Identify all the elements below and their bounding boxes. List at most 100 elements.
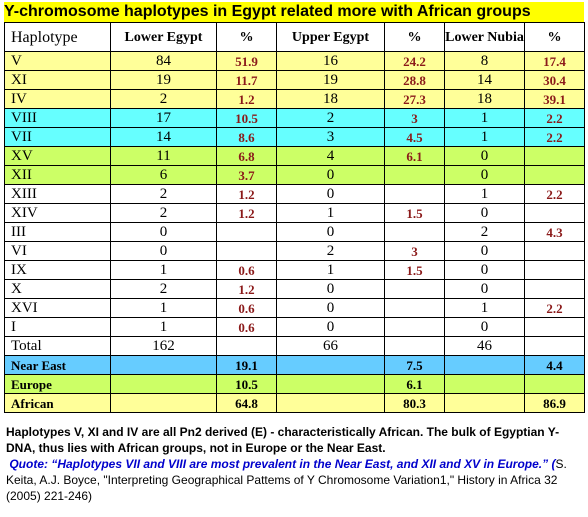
- lower-egypt-count: 2: [110, 184, 217, 204]
- upper-egypt-count: 0: [276, 279, 385, 299]
- lower-egypt-count: 14: [110, 127, 217, 147]
- upper-egypt-count: 4: [276, 146, 385, 166]
- lower-nubia-percent: 30.4: [524, 70, 585, 90]
- upper-egypt-percent: 1.5: [384, 203, 445, 223]
- table-row: III 0 0 2 4.3: [4, 222, 585, 242]
- haplotype-cell: Total: [4, 336, 111, 356]
- lower-nubia-count: 0: [444, 165, 525, 185]
- upper-egypt-count: 66: [276, 336, 385, 356]
- lower-nubia-count: 0: [444, 279, 525, 299]
- lower-egypt-percent: [216, 241, 277, 261]
- lower-egypt-percent: 1.2: [216, 89, 277, 109]
- lower-egypt-count: 17: [110, 108, 217, 128]
- upper-egypt-percent: [384, 165, 445, 185]
- lower-nubia-percent: 4.3: [524, 222, 585, 242]
- upper-egypt-percent: [384, 279, 445, 299]
- empty-cell: [110, 355, 217, 375]
- upper-egypt-percent: 27.3: [384, 89, 445, 109]
- lower-nubia-count: 1: [444, 108, 525, 128]
- lower-egypt-count: 2: [110, 203, 217, 223]
- upper-egypt-count: 3: [276, 127, 385, 147]
- haplotype-cell: IX: [4, 260, 111, 280]
- table-row: Total 162 66 46: [4, 336, 585, 356]
- table-row: XI 19 11.7 19 28.8 14 30.4: [4, 70, 585, 90]
- lower-egypt-count: 19: [110, 70, 217, 90]
- lower-nubia-percent: 2.2: [524, 127, 585, 147]
- upper-egypt-count: 0: [276, 165, 385, 185]
- header-lower-egypt: Lower Egypt: [110, 22, 217, 52]
- header-row: Haplotype Lower Egypt % Upper Egypt % Lo…: [4, 22, 585, 52]
- summary-upper-egypt-percent: 80.3: [384, 393, 445, 413]
- haplotype-cell: VIII: [4, 108, 111, 128]
- lower-egypt-percent: 0.6: [216, 317, 277, 337]
- table-row: I 1 0.6 0 0: [4, 317, 585, 337]
- empty-cell: [444, 393, 525, 413]
- lower-nubia-count: 1: [444, 298, 525, 318]
- haplotype-cell: IV: [4, 89, 111, 109]
- footnote-summary: Haplotypes V, XI and IV are all Pn2 deri…: [6, 425, 560, 455]
- lower-nubia-count: 18: [444, 89, 525, 109]
- haplotype-table: Haplotype Lower Egypt % Upper Egypt % Lo…: [4, 22, 585, 413]
- table-row: IX 1 0.6 1 1.5 0: [4, 260, 585, 280]
- lower-egypt-count: 11: [110, 146, 217, 166]
- lower-nubia-count: 0: [444, 203, 525, 223]
- summary-upper-egypt-percent: 6.1: [384, 374, 445, 394]
- lower-nubia-count: 0: [444, 146, 525, 166]
- lower-nubia-percent: 39.1: [524, 89, 585, 109]
- lower-egypt-count: 0: [110, 241, 217, 261]
- upper-egypt-percent: [384, 184, 445, 204]
- upper-egypt-count: 19: [276, 70, 385, 90]
- upper-egypt-percent: 4.5: [384, 127, 445, 147]
- table-row: VIII 17 10.5 2 3 1 2.2: [4, 108, 585, 128]
- haplotype-cell: XIII: [4, 184, 111, 204]
- footnote-citation: S. Keita, A.J. Boyce, "Interpreting Geog…: [6, 457, 567, 503]
- summary-lower-egypt-percent: 10.5: [216, 374, 277, 394]
- lower-egypt-percent: 10.5: [216, 108, 277, 128]
- upper-egypt-percent: 3: [384, 108, 445, 128]
- summary-lower-egypt-percent: 19.1: [216, 355, 277, 375]
- lower-nubia-percent: [524, 260, 585, 280]
- lower-egypt-percent: [216, 222, 277, 242]
- lower-nubia-percent: [524, 317, 585, 337]
- header-upper-egypt: Upper Egypt: [276, 22, 385, 52]
- lower-egypt-count: 2: [110, 89, 217, 109]
- upper-egypt-count: 0: [276, 298, 385, 318]
- header-haplotype: Haplotype: [4, 22, 111, 52]
- lower-egypt-count: 84: [110, 51, 217, 71]
- upper-egypt-percent: [384, 298, 445, 318]
- lower-egypt-percent: 0.6: [216, 260, 277, 280]
- upper-egypt-count: 2: [276, 108, 385, 128]
- haplotype-cell: XVI: [4, 298, 111, 318]
- table-row: X 2 1.2 0 0: [4, 279, 585, 299]
- table-row: XIII 2 1.2 0 1 2.2: [4, 184, 585, 204]
- lower-nubia-count: 0: [444, 241, 525, 261]
- empty-cell: [276, 355, 385, 375]
- upper-egypt-percent: [384, 317, 445, 337]
- lower-nubia-percent: [524, 241, 585, 261]
- haplotype-cell: XV: [4, 146, 111, 166]
- summary-row: Near East 19.1 7.5 4.4: [4, 355, 585, 375]
- upper-egypt-percent: [384, 336, 445, 356]
- summary-lower-egypt-percent: 64.8: [216, 393, 277, 413]
- lower-egypt-percent: 1.2: [216, 279, 277, 299]
- summary-label: African: [4, 393, 111, 413]
- haplotype-cell: VII: [4, 127, 111, 147]
- lower-nubia-percent: 17.4: [524, 51, 585, 71]
- lower-nubia-count: 1: [444, 127, 525, 147]
- lower-egypt-percent: 1.2: [216, 203, 277, 223]
- table-row: XVI 1 0.6 0 1 2.2: [4, 298, 585, 318]
- lower-nubia-percent: 2.2: [524, 108, 585, 128]
- table-row: XIV 2 1.2 1 1.5 0: [4, 203, 585, 223]
- upper-egypt-percent: 24.2: [384, 51, 445, 71]
- table-row: V 84 51.9 16 24.2 8 17.4: [4, 51, 585, 71]
- lower-egypt-percent: [216, 336, 277, 356]
- upper-egypt-percent: 28.8: [384, 70, 445, 90]
- summary-label: Europe: [4, 374, 111, 394]
- table-row: VI 0 2 3 0: [4, 241, 585, 261]
- haplotype-cell: XII: [4, 165, 111, 185]
- empty-cell: [444, 355, 525, 375]
- lower-egypt-percent: 51.9: [216, 51, 277, 71]
- haplotype-cell: XI: [4, 70, 111, 90]
- lower-egypt-percent: 1.2: [216, 184, 277, 204]
- haplotype-cell: V: [4, 51, 111, 71]
